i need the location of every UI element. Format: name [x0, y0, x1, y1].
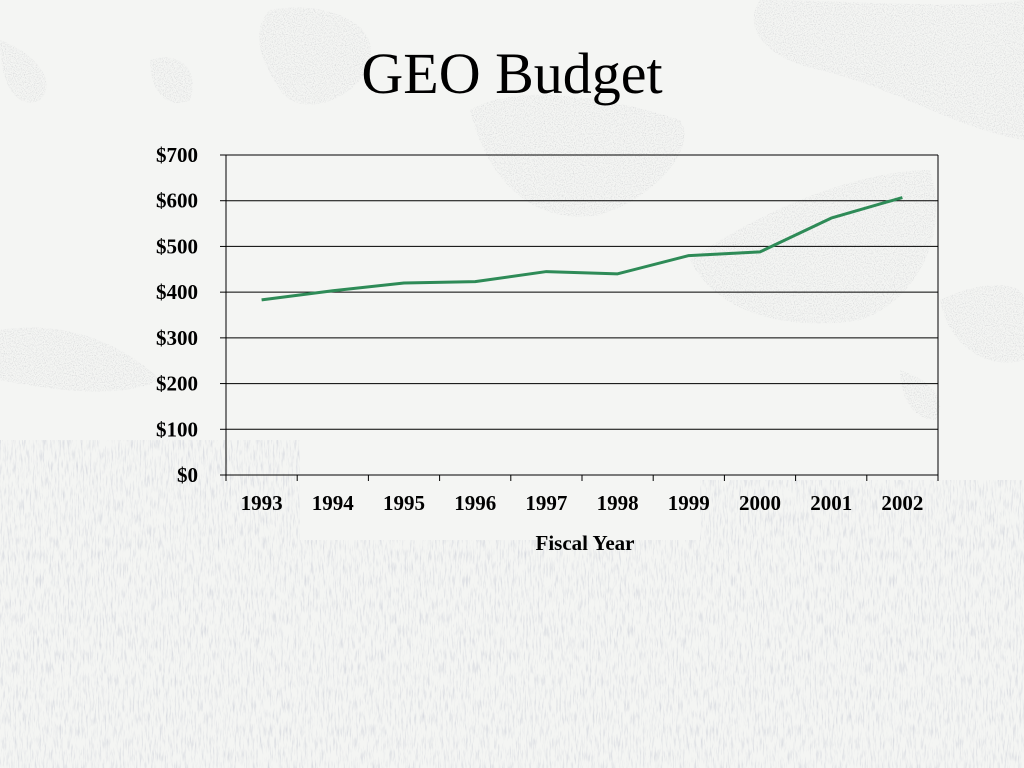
series-group: [261, 196, 903, 302]
y-tick-label: $700: [156, 143, 198, 167]
slide-title: GEO Budget: [361, 41, 663, 106]
x-tick-label: 1993: [241, 491, 283, 515]
x-axis-tick-labels: 1993 1994 1995 1996 1997 1998 1999 2000 2001 2002: [241, 491, 924, 515]
series-line: [261, 196, 903, 302]
y-tick-label: $400: [156, 280, 198, 304]
gridlines: [220, 154, 938, 476]
y-tick-label: $300: [156, 326, 198, 350]
y-tick-label: $100: [156, 417, 198, 441]
x-tick-label: 2000: [739, 491, 781, 515]
y-tick-label: $0: [177, 463, 198, 487]
x-tick-label: 2002: [881, 491, 923, 515]
x-axis-label: Fiscal Year: [536, 531, 635, 555]
plot-area-background: [226, 155, 938, 475]
x-tick-label: 1999: [668, 491, 710, 515]
x-tick-label: 1996: [454, 491, 496, 515]
x-tick-label: 1995: [383, 491, 425, 515]
y-axis-tick-labels: $0 $100 $200 $300 $400 $500 $600 $700: [156, 143, 198, 487]
y-tick-label: $600: [156, 189, 198, 213]
map-terrain: [0, 440, 1024, 768]
map-landmass: [0, 0, 1024, 420]
x-tick-label: 2001: [810, 491, 852, 515]
x-axis-tick-marks: [225, 475, 939, 481]
x-tick-label: 1997: [525, 491, 567, 515]
x-tick-label: 1998: [597, 491, 639, 515]
y-tick-label: $200: [156, 372, 198, 396]
x-tick-label: 1994: [312, 491, 355, 515]
y-tick-label: $500: [156, 234, 198, 258]
